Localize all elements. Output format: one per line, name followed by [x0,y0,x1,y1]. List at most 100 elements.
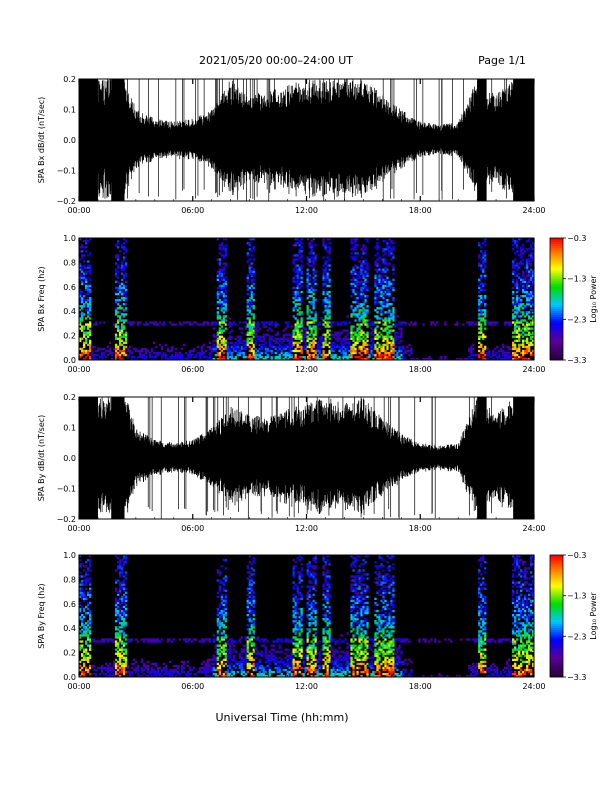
spectrogram-cell [386,311,388,313]
spectrogram-cell [309,667,311,669]
spectrogram-cell [322,350,324,352]
spectrogram-cell [115,608,117,610]
spectrogram-cell [364,334,366,336]
spectrogram-cell [271,321,273,323]
spectrogram-cell [299,325,301,327]
spectrogram-cell [340,346,342,348]
spectrogram-cell [512,260,514,262]
spectrogram-cell [245,661,247,663]
spectrogram-cell [219,301,221,303]
spectrogram-cell [241,659,243,661]
spectrogram-cell [293,630,295,632]
spectrogram-cell [217,346,219,348]
spectrogram-cell [309,653,311,655]
spectrogram-cell [225,277,227,279]
spectrogram-cell [279,669,281,671]
spectrogram-cell [225,295,227,297]
spectrogram-cell [354,348,356,350]
spectrogram-cell [249,299,251,301]
spectrogram-cell [326,260,328,262]
spectrogram-cell [115,579,117,581]
spectrogram-cell [83,663,85,665]
spectrogram-cell [119,291,121,293]
spectrogram-cell [328,269,330,271]
spectrogram-cell [297,319,299,321]
spectrogram-cell [388,330,390,332]
spectrogram-cell [89,266,91,268]
spectrogram-cell [119,350,121,352]
spectrogram-cell [392,289,394,291]
spectrogram-cell [219,332,221,334]
spectrogram-cell [289,667,291,669]
spectrogram-cell [111,354,113,356]
spectrogram-cell [87,669,89,671]
spectrogram-cell [181,323,183,325]
spectrogram-cell [101,348,103,350]
spectrogram-cell [129,346,131,348]
spectrogram-cell [253,279,255,281]
spectrogram-cell [362,313,364,315]
spectrogram-cell [366,264,368,266]
spectrogram-cell [89,297,91,299]
spectrogram-cell [299,632,301,634]
spectrogram-cell [219,653,221,655]
spectrogram-cell [83,279,85,281]
spectrogram-cell [287,671,289,673]
spectrogram-cell [117,321,119,323]
spectrogram-cell [376,289,378,291]
spectrogram-cell [253,321,255,323]
spectrogram-cell [179,356,181,358]
spectrogram-cell [299,269,301,271]
spectrogram-cell [291,356,293,358]
spectrogram-cell [249,307,251,309]
spectrogram-cell [309,315,311,317]
spectrogram-cell [89,632,91,634]
spectrogram-cell [322,342,324,344]
spectrogram-cell [518,325,520,327]
spectrogram-cell [354,244,356,246]
spectrogram-cell [273,659,275,661]
spectrogram-cell [299,338,301,340]
spectrogram-cell [119,283,121,285]
spectrogram-cell [287,340,289,342]
spectrogram-cell [253,275,255,277]
spectrogram-cell [516,354,518,356]
spectrogram-cell [301,321,303,323]
spectrogram-cell [123,325,125,327]
spectrogram-cell [137,323,139,325]
spectrogram-cell [241,327,243,329]
spectrogram-cell [83,352,85,354]
spectrogram-cell [85,340,87,342]
spectrogram-cell [295,244,297,246]
spectrogram-cell [219,285,221,287]
spectrogram-cell [324,354,326,356]
spectrogram-cell [237,344,239,346]
spectrogram-cell [312,336,314,338]
spectrogram-cell [207,346,209,348]
spectrogram-cell [522,350,524,352]
spectrogram-cell [295,293,297,295]
spectrogram-cell [233,350,235,352]
spectrogram-cell [297,273,299,275]
spectrogram-cell [314,256,316,258]
spectrogram-cell [295,287,297,289]
spectrogram-cell [364,262,366,264]
spectrogram-cell [85,299,87,301]
spectrogram-cell [285,338,287,340]
spectrogram-cell [380,346,382,348]
spectrogram-cell [488,350,490,352]
spectrogram-cell [382,301,384,303]
spectrogram-cell [392,315,394,317]
spectrogram-cell [364,273,366,275]
spectrogram-cell [522,319,524,321]
spectrogram-cell [223,624,225,626]
spectrogram-cell [364,319,366,321]
spectrogram-cell [303,657,305,659]
spectrogram-cell [81,291,83,293]
spectrogram-cell [350,657,352,659]
spectrogram-cell [257,338,259,340]
spectrogram-cell [370,321,372,323]
spectrogram-cell [530,256,532,258]
spectrogram-cell [310,338,312,340]
spectrogram-cell [101,669,103,671]
